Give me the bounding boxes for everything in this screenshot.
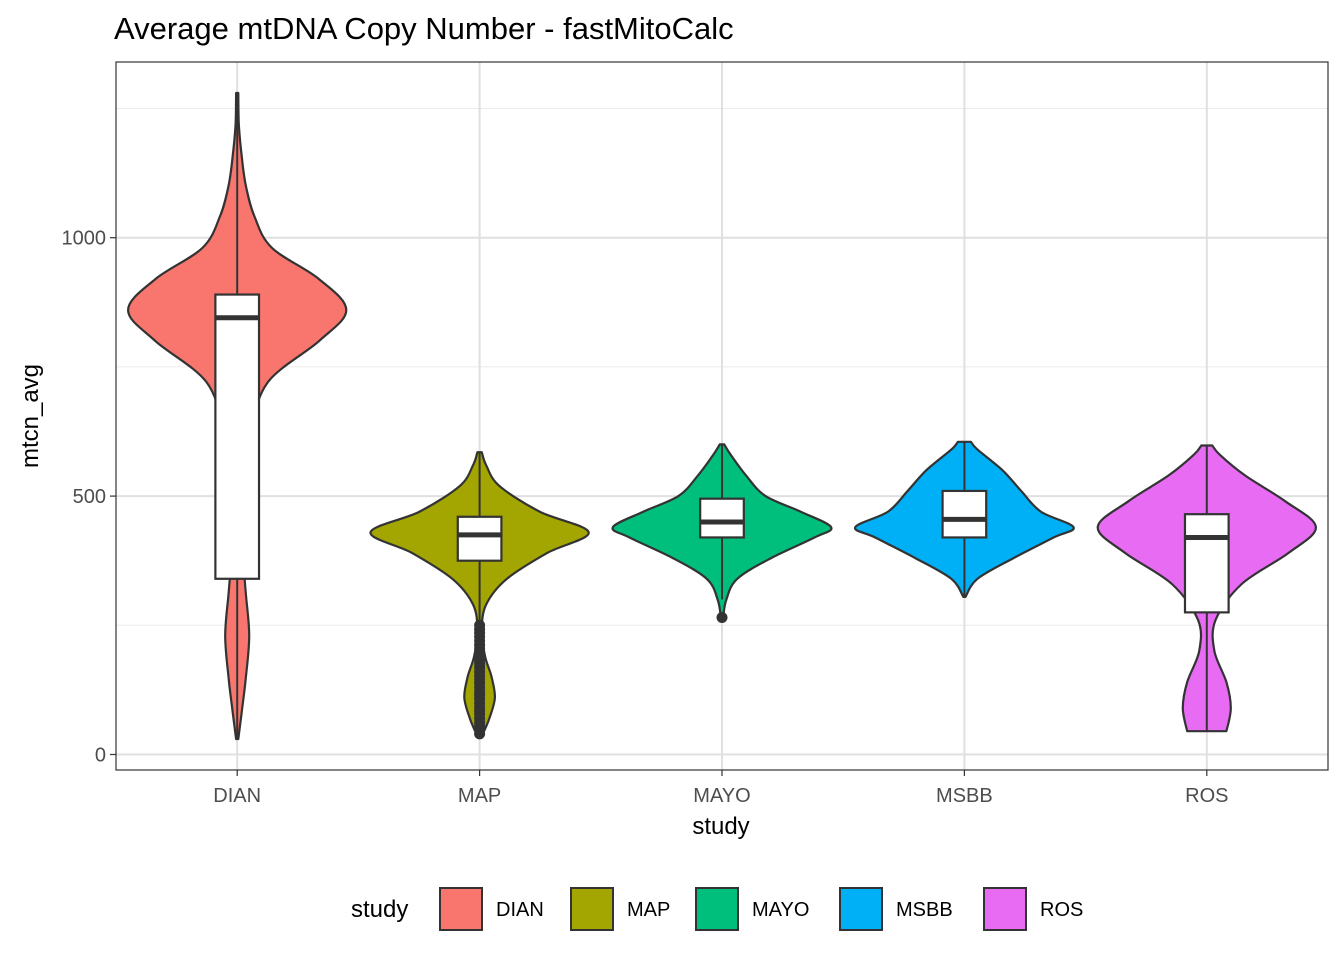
y-axis: 0 500 1000 [62,228,116,766]
y-tick-label: 0 [95,744,106,766]
outlier-point [716,612,728,624]
y-tick-label: 1000 [62,228,107,250]
legend-key-mayo [695,887,739,931]
legend-label-msbb: MSBB [896,899,953,921]
x-tick-label: MAP [458,785,501,807]
chart-title: Average mtDNA Copy Number - fastMitoCalc [114,11,734,46]
legend-label-mayo: MAYO [752,899,809,921]
box-map [456,515,503,562]
legend-key-ros [983,887,1027,931]
x-tick-label: DIAN [213,785,261,807]
y-tick-label: 500 [73,486,106,508]
x-tick-label: ROS [1185,785,1228,807]
legend-key-map [570,887,614,931]
legend-label-map: MAP [627,899,670,921]
legend-key-dian [439,887,483,931]
box-ros [1183,513,1230,614]
boxplots [214,93,1230,740]
box-msbb [941,489,988,539]
y-axis-title: mtcn_avg [17,364,44,468]
x-tick-label: MSBB [936,785,993,807]
legend-label-dian: DIAN [496,899,544,921]
x-tick-label: MAYO [693,785,750,807]
legend: study DIAN MAP MAYO MSBB ROS [351,887,1083,931]
legend-key-msbb [839,887,883,931]
box-dian [214,293,261,580]
legend-title: study [351,896,408,923]
outlier-point [474,619,486,631]
legend-label-ros: ROS [1040,899,1083,921]
box-mayo [699,497,745,539]
x-axis-title: study [692,813,749,840]
x-axis: DIAN MAP MAYO MSBB ROS [213,770,1228,807]
